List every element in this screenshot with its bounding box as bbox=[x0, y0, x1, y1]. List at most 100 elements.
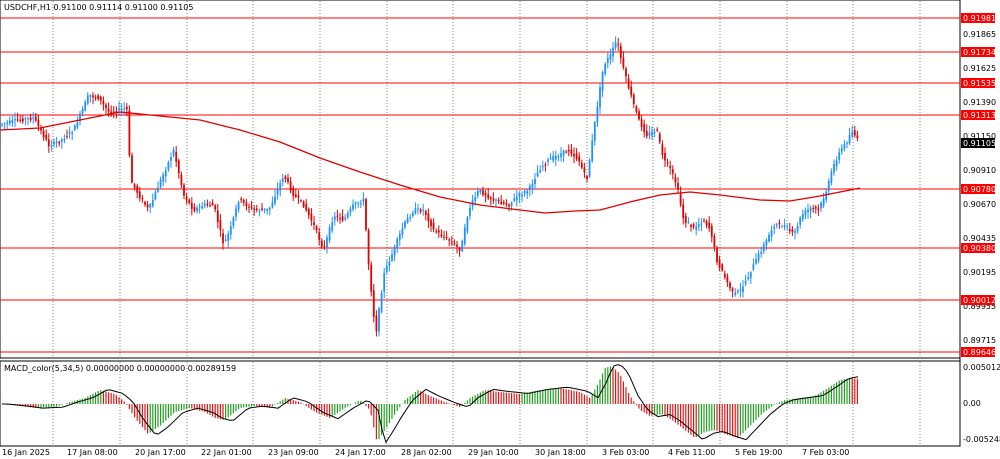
candle-body bbox=[562, 150, 565, 156]
candle-body bbox=[531, 183, 534, 188]
level-tag bbox=[961, 47, 995, 57]
candle-body bbox=[138, 191, 141, 199]
candle-body bbox=[760, 252, 763, 254]
candle-body bbox=[53, 141, 55, 145]
candle-body bbox=[419, 209, 422, 212]
candle-body bbox=[609, 54, 612, 60]
candle-body bbox=[586, 175, 588, 180]
candle-body bbox=[596, 106, 599, 123]
candle-body bbox=[86, 95, 89, 104]
candle-body bbox=[378, 308, 380, 332]
candle-body bbox=[120, 108, 123, 111]
candle-body bbox=[835, 160, 838, 167]
candle-body bbox=[570, 149, 573, 155]
candle-body bbox=[502, 202, 505, 204]
candle-body bbox=[573, 153, 575, 157]
candle-body bbox=[183, 184, 185, 196]
candle-body bbox=[411, 212, 414, 216]
candle-body bbox=[253, 209, 256, 211]
level-tag-text: 0.90012 bbox=[963, 296, 996, 305]
candle-body bbox=[427, 213, 430, 222]
candle-body bbox=[461, 241, 464, 251]
candle-body bbox=[682, 204, 685, 219]
candle-body bbox=[268, 207, 271, 210]
candle-body bbox=[76, 122, 79, 128]
candle-body bbox=[320, 240, 323, 247]
level-tag bbox=[961, 243, 995, 253]
candle-body bbox=[807, 209, 809, 212]
candle-body bbox=[333, 216, 336, 220]
candle-body bbox=[578, 156, 581, 162]
candle-body bbox=[508, 204, 510, 207]
time-tick: 17 Jan 08:00 bbox=[67, 448, 118, 457]
candle-body bbox=[796, 226, 799, 232]
candle-body bbox=[58, 141, 61, 144]
candle-body bbox=[749, 272, 752, 278]
candle-body bbox=[89, 95, 92, 98]
candle-body bbox=[482, 190, 484, 195]
candle-body bbox=[297, 195, 300, 198]
candle-body bbox=[404, 221, 406, 228]
candle-body bbox=[661, 144, 664, 156]
macd-header: MACD_color(5,34,5) 0.00000000 0.00000000… bbox=[4, 364, 236, 373]
candle-body bbox=[513, 198, 516, 201]
candle-body bbox=[141, 197, 144, 200]
candle-body bbox=[716, 247, 718, 263]
candle-body bbox=[627, 78, 630, 89]
candle-body bbox=[521, 194, 523, 197]
candle-body bbox=[336, 215, 339, 217]
candle-body bbox=[214, 205, 217, 210]
candle-body bbox=[391, 254, 393, 261]
candle-body bbox=[71, 132, 74, 134]
candle-body bbox=[258, 210, 261, 212]
candle-body bbox=[409, 217, 412, 219]
candle-body bbox=[643, 124, 646, 133]
candle-body bbox=[94, 97, 97, 99]
candle-body bbox=[762, 244, 765, 252]
candle-body bbox=[580, 162, 583, 168]
candle-body bbox=[302, 201, 305, 207]
candle-body bbox=[55, 142, 58, 144]
candle-body bbox=[505, 203, 508, 205]
candle-body bbox=[14, 119, 16, 121]
candle-body bbox=[201, 206, 204, 209]
time-tick: 29 Jan 10:00 bbox=[468, 448, 519, 457]
candle-body bbox=[60, 139, 63, 142]
candle-body bbox=[328, 227, 331, 241]
candle-body bbox=[8, 120, 11, 124]
candle-body bbox=[175, 151, 178, 162]
price-axis: 0.91865 0.91625 0.91390 0.91150 0.90910 … bbox=[963, 30, 996, 345]
candle-body bbox=[747, 277, 750, 280]
level-tag-text: 0.91313 bbox=[963, 111, 996, 120]
price-panel[interactable] bbox=[0, 0, 961, 359]
time-tick: 30 Jan 18:00 bbox=[535, 448, 586, 457]
candle-body bbox=[370, 264, 373, 292]
candle-body bbox=[435, 231, 438, 233]
candle-body bbox=[417, 208, 419, 210]
candle-body bbox=[3, 123, 6, 125]
candle-body bbox=[157, 187, 159, 192]
candle-body bbox=[284, 176, 287, 179]
symbol-header: USDCHF,H1 0.91100 0.91114 0.91100 0.9110… bbox=[4, 3, 193, 12]
candle-body bbox=[313, 222, 315, 225]
candle-body bbox=[710, 225, 713, 237]
candle-body bbox=[612, 47, 614, 57]
candle-body bbox=[635, 106, 638, 112]
candle-body bbox=[713, 235, 716, 248]
candle-body bbox=[640, 119, 643, 127]
candle-body bbox=[770, 230, 773, 237]
time-tick: 3 Feb 03:00 bbox=[602, 448, 649, 457]
candle-body bbox=[851, 131, 854, 136]
candle-body bbox=[128, 110, 131, 156]
candle-body bbox=[271, 202, 274, 208]
candle-body bbox=[679, 192, 682, 205]
candle-body bbox=[606, 58, 609, 63]
candle-body bbox=[466, 217, 469, 232]
candle-body bbox=[170, 157, 172, 161]
candle-body bbox=[539, 170, 542, 173]
candle-body bbox=[560, 153, 562, 158]
candle-body bbox=[804, 210, 807, 216]
macd-tick: 0.00 bbox=[963, 399, 981, 408]
level-tag bbox=[961, 13, 995, 23]
